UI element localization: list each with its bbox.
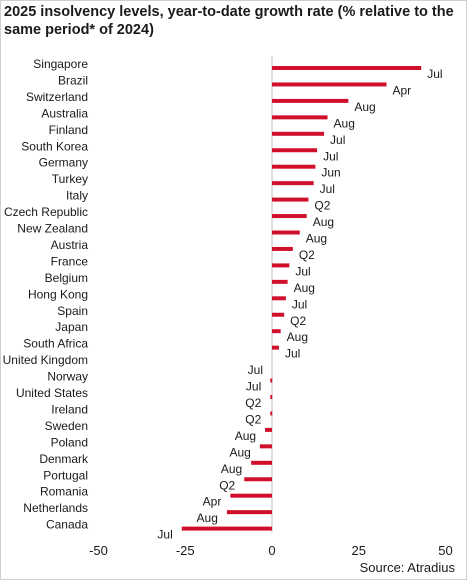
bar bbox=[270, 378, 273, 383]
category-label: Denmark bbox=[39, 452, 89, 466]
period-label: Apr bbox=[393, 83, 412, 97]
category-label: South Africa bbox=[23, 337, 88, 351]
category-label: Netherlands bbox=[23, 501, 88, 515]
period-label: Aug bbox=[313, 215, 334, 229]
period-label: Q2 bbox=[299, 248, 315, 262]
period-label: Jul bbox=[295, 264, 310, 278]
category-label: Japan bbox=[55, 320, 88, 334]
category-label: Ireland bbox=[51, 402, 88, 416]
period-label: Aug bbox=[235, 429, 256, 443]
period-label: Jun bbox=[321, 166, 340, 180]
category-label: Poland bbox=[51, 435, 88, 449]
period-label: Jul bbox=[330, 133, 345, 147]
category-label: Austria bbox=[51, 238, 89, 252]
category-label: Australia bbox=[41, 106, 88, 120]
period-label: Aug bbox=[294, 281, 315, 295]
bar bbox=[272, 312, 285, 317]
category-label: United Kingdom bbox=[3, 353, 88, 367]
category-label: Czech Republic bbox=[4, 205, 88, 219]
period-label: Aug bbox=[354, 100, 375, 114]
category-label: Germany bbox=[39, 156, 88, 170]
category-label: Hong Kong bbox=[28, 287, 88, 301]
bar bbox=[272, 329, 281, 334]
bar bbox=[272, 197, 309, 202]
period-label: Q2 bbox=[290, 314, 306, 328]
period-label: Jul bbox=[248, 363, 263, 377]
bar bbox=[270, 411, 273, 416]
x-tick-label: -25 bbox=[176, 543, 195, 558]
bar bbox=[251, 460, 272, 465]
period-label: Jul bbox=[157, 528, 172, 542]
chart-title: 2025 insolvency levels, year-to-date gro… bbox=[4, 4, 454, 38]
period-label: Q2 bbox=[245, 412, 261, 426]
period-label: Jul bbox=[427, 67, 442, 81]
category-label: Portugal bbox=[43, 468, 88, 482]
bar bbox=[272, 246, 293, 251]
period-label: Aug bbox=[229, 445, 250, 459]
category-label: Canada bbox=[46, 518, 88, 532]
bar bbox=[272, 214, 307, 219]
bar bbox=[272, 345, 279, 350]
period-label: Aug bbox=[221, 462, 242, 476]
period-label: Jul bbox=[323, 149, 338, 163]
period-label: Q2 bbox=[314, 199, 330, 213]
x-tick-label: 25 bbox=[352, 543, 366, 558]
bar bbox=[272, 279, 288, 284]
source-note: Source: Atradius bbox=[359, 560, 455, 575]
bar bbox=[226, 510, 272, 515]
category-label: Singapore bbox=[33, 57, 88, 71]
category-label: United States bbox=[16, 386, 88, 400]
bar bbox=[272, 181, 314, 186]
category-label: South Korea bbox=[21, 139, 88, 153]
category-label: Turkey bbox=[52, 172, 88, 186]
bar bbox=[272, 263, 290, 268]
period-label: Aug bbox=[306, 232, 327, 246]
bar bbox=[272, 164, 316, 169]
category-label: Sweden bbox=[45, 419, 88, 433]
category-label: Finland bbox=[49, 123, 88, 137]
category-label: Belgium bbox=[45, 271, 88, 285]
bar bbox=[272, 131, 325, 136]
x-tick-label: -50 bbox=[89, 543, 108, 558]
category-label: Switzerland bbox=[26, 90, 88, 104]
bar bbox=[272, 296, 286, 301]
period-label: Apr bbox=[203, 495, 222, 509]
period-label: Aug bbox=[197, 511, 218, 525]
x-tick-label: 0 bbox=[268, 543, 275, 558]
bar bbox=[244, 477, 272, 482]
category-label: Norway bbox=[47, 370, 88, 384]
category-label: New Zealand bbox=[17, 222, 88, 236]
bar bbox=[230, 493, 272, 498]
bar bbox=[272, 230, 300, 235]
bar bbox=[272, 66, 422, 70]
category-label: Spain bbox=[57, 304, 88, 318]
x-tick-label: 50 bbox=[438, 543, 452, 558]
period-label: Jul bbox=[246, 380, 261, 394]
bar bbox=[272, 98, 349, 103]
period-label: Q2 bbox=[219, 478, 235, 492]
bar bbox=[265, 427, 272, 432]
bar bbox=[259, 444, 272, 449]
bar bbox=[272, 82, 387, 87]
bar bbox=[272, 148, 318, 153]
period-label: Jul bbox=[292, 297, 307, 311]
bar bbox=[272, 115, 328, 120]
period-label: Aug bbox=[334, 116, 355, 130]
period-label: Q2 bbox=[245, 396, 261, 410]
bar bbox=[181, 526, 272, 531]
category-label: Italy bbox=[66, 189, 88, 203]
category-label: France bbox=[51, 254, 89, 268]
category-label: Brazil bbox=[58, 73, 88, 87]
period-label: Jul bbox=[320, 182, 335, 196]
period-label: Jul bbox=[285, 347, 300, 361]
bar bbox=[270, 395, 273, 399]
period-label: Aug bbox=[287, 330, 308, 344]
category-label: Romania bbox=[40, 485, 88, 499]
